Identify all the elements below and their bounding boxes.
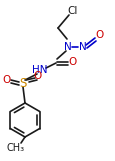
Text: N: N	[64, 42, 71, 52]
Text: O: O	[95, 30, 103, 40]
Text: S: S	[19, 76, 26, 90]
Text: CH₃: CH₃	[7, 143, 25, 153]
Text: Cl: Cl	[67, 6, 78, 16]
Text: O: O	[3, 75, 11, 85]
Text: O: O	[34, 71, 42, 81]
Text: O: O	[68, 57, 76, 67]
Text: N: N	[78, 42, 86, 52]
Text: HN: HN	[32, 65, 47, 75]
